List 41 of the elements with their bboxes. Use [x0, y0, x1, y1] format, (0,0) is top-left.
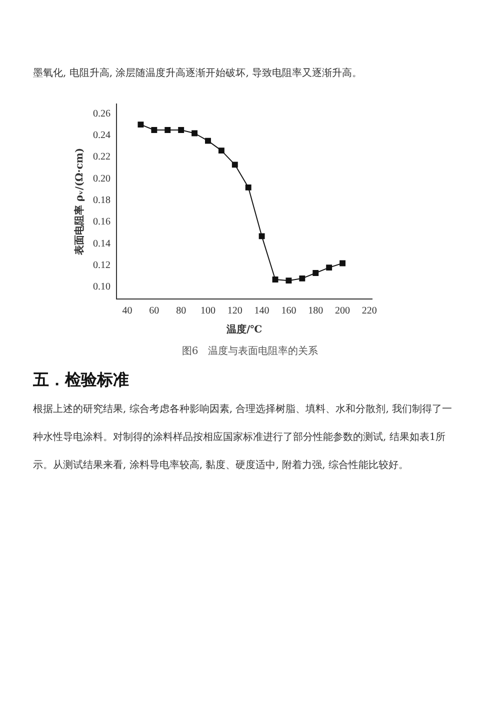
x-tick-label: 140 [254, 306, 270, 317]
point [340, 260, 346, 266]
x-tick-label: 220 [362, 306, 377, 317]
y-tick-label: 0.14 [93, 238, 110, 250]
point [326, 264, 332, 271]
x-tick-label: 180 [308, 306, 324, 317]
point [232, 162, 238, 168]
x-tick-label: 200 [335, 306, 350, 317]
text: 图6 温度与表面电阻率的关系 [180, 344, 320, 358]
x-tick-label: 100 [200, 306, 216, 317]
x-tick-label: 40 [122, 306, 132, 317]
point [151, 127, 158, 133]
point [245, 184, 252, 190]
y-tick-label: 0.18 [93, 195, 110, 206]
point [138, 122, 144, 128]
text: 根据上述的研究结果, 综合考虑各种影响因素, 合理选择树脂、填料、水和分散剂, 我们制得了一种水性导电涂料。对制得的涂料样品按相应国家标准进行了部分性能参数的测试, 结果如表1所示。从测试结果来看, 涂料导电率较高, 黏度、硬度适中, 附着力强, 综合性能比较好。 [33, 404, 452, 471]
point [192, 130, 198, 136]
y-tick-label: 0.20 [93, 173, 110, 184]
y-tick-label: 0.12 [93, 260, 110, 272]
y-tick-label: 0.10 [93, 282, 110, 293]
y-tick-label: 0.26 [93, 108, 110, 120]
point [178, 127, 184, 133]
y-tick-label: 0.16 [93, 216, 110, 228]
text: 五．检验标准 [33, 370, 129, 391]
x-tick-label: 60 [149, 306, 160, 317]
y-axis-title: 表面电阻率 ρᵥ/(Ω·cm) [74, 148, 86, 256]
point [205, 138, 211, 144]
point [272, 276, 278, 282]
x-tick-label: 160 [281, 306, 296, 317]
point [299, 275, 306, 282]
point [164, 127, 171, 133]
point [258, 233, 265, 240]
y-tick-label: 0.22 [93, 152, 110, 163]
point [218, 148, 224, 154]
y-tick-label: 0.24 [93, 130, 110, 142]
point [286, 278, 292, 284]
text: 墨氧化, 电阻升高, 涂层随温度升高逐渐开始破坏, 导致电阻率又逐渐升高。 [33, 66, 364, 81]
point [312, 270, 319, 276]
x-axis-title: 温度/℃ [225, 324, 262, 336]
x-tick-label: 80 [176, 306, 186, 317]
x-tick-label: 120 [227, 306, 242, 317]
